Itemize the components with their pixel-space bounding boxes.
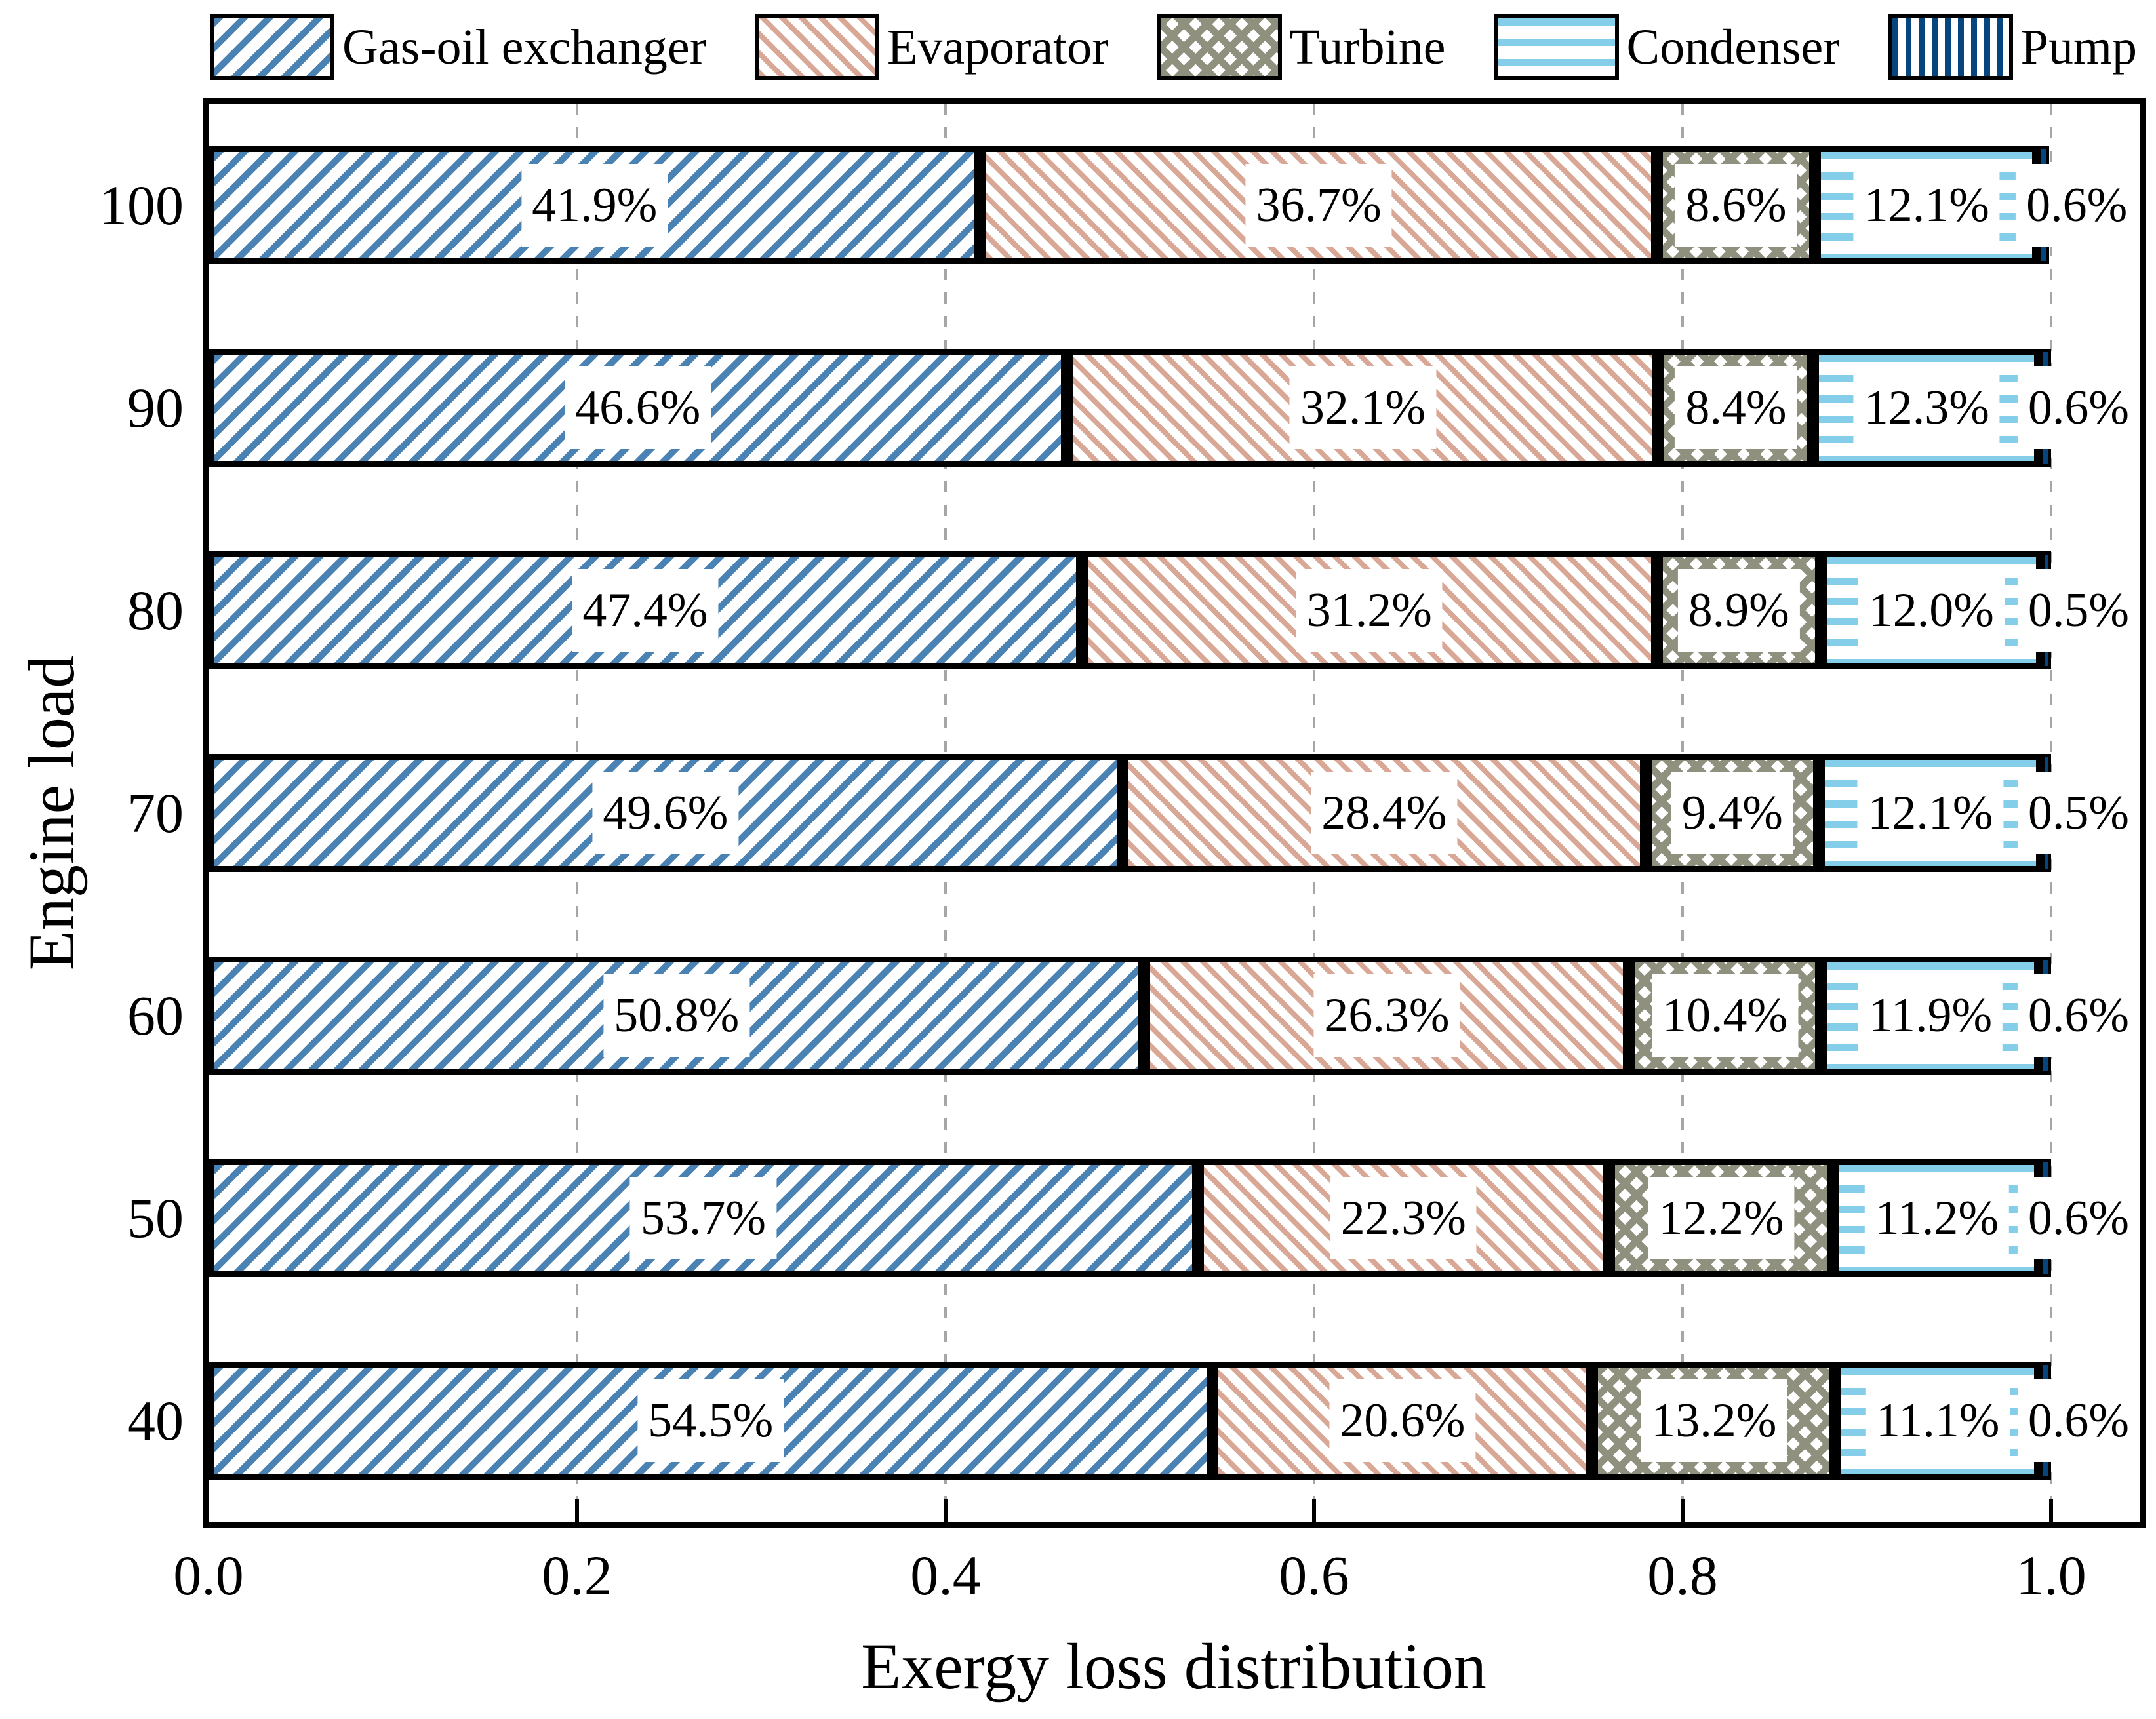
segment-value-label: 47.4% [572, 568, 719, 652]
legend-item-vertical-lines: Pump [1888, 14, 2137, 80]
bar-row-load-90: 46.6% 32.1% 8.4% 12.3% 0.6% [209, 348, 2140, 467]
x-tick-mark [1681, 1499, 1685, 1522]
segment-value-label: 11.1% [1865, 1379, 2010, 1462]
diagonal-backward-hatch-swatch-icon [754, 14, 879, 80]
segment-value-label: 9.4% [1671, 771, 1793, 854]
segment-value-label: 46.6% [565, 366, 711, 449]
x-tick-label: 0.0 [173, 1544, 244, 1607]
legend-label: Evaporator [887, 20, 1109, 75]
segment-value-label: 12.2% [1648, 1176, 1795, 1259]
x-tick-label: 0.2 [542, 1544, 612, 1607]
bar-row-load-40: 54.5% 20.6% 13.2% 11.1% 0.6% [209, 1361, 2140, 1480]
y-tick-label: 50 [127, 1186, 184, 1250]
legend-label: Turbine [1289, 20, 1446, 75]
segment-value-label: 22.3% [1330, 1176, 1477, 1259]
segment-value-label: 12.3% [1853, 366, 2000, 449]
diagonal-forward-hatch-swatch-icon [210, 14, 334, 80]
x-tick-label: 1.0 [2016, 1544, 2086, 1607]
segment-value-label: 53.7% [629, 1176, 777, 1259]
segment-value-label: 0.5% [2017, 771, 2140, 854]
x-tick-mark [575, 1499, 579, 1522]
segment-value-label: 0.6% [2017, 1176, 2140, 1259]
bar-row-load-80: 47.4% 31.2% 8.9% 12.0% 0.5% [209, 551, 2140, 669]
segment-value-label: 8.4% [1675, 366, 1797, 449]
x-tick-mark [944, 1499, 948, 1522]
legend-item-diamond-crosshatch: Turbine [1157, 14, 1446, 80]
x-tick-mark [1312, 1499, 1316, 1522]
plot-area: 41.9% 36.7% 8.6% 12.1% 0.6% 46.6% 32.1% 8.4% 12.… [203, 98, 2146, 1528]
y-tick-label: 60 [127, 983, 184, 1047]
x-axis-title: Exergy loss distribution [861, 1630, 1487, 1703]
diamond-crosshatch-swatch-icon [1157, 14, 1282, 80]
segment-value-label: 8.9% [1677, 568, 1800, 652]
y-tick-label: 70 [127, 781, 184, 844]
segment-value-label: 20.6% [1329, 1379, 1476, 1462]
bar-row-load-50: 53.7% 22.3% 12.2% 11.2% 0.6% [209, 1158, 2140, 1277]
segment-value-label: 0.5% [2017, 568, 2140, 652]
y-axis-title: Engine load [15, 655, 88, 971]
segment-value-label: 12.0% [1858, 568, 2005, 652]
segment-value-label: 13.2% [1641, 1379, 1787, 1462]
bar-row-load-100: 41.9% 36.7% 8.6% 12.1% 0.6% [209, 146, 2138, 264]
segment-value-label: 32.1% [1289, 366, 1437, 449]
y-tick-label: 40 [127, 1389, 184, 1452]
vertical-lines-swatch-icon [1888, 14, 2013, 80]
segment-value-label: 49.6% [592, 771, 739, 854]
segment-value-label: 12.1% [1857, 771, 2004, 854]
horizontal-lines-swatch-icon [1494, 14, 1619, 80]
segment-value-label: 50.8% [603, 974, 750, 1057]
segment-value-label: 0.6% [2016, 163, 2138, 247]
x-tick-label: 0.6 [1279, 1544, 1349, 1607]
x-tick-label: 0.8 [1647, 1544, 1718, 1607]
segment-value-label: 31.2% [1296, 568, 1443, 652]
y-tick-label: 100 [99, 173, 184, 237]
segment-value-label: 0.6% [2017, 974, 2140, 1057]
x-tick-label: 0.4 [910, 1544, 981, 1607]
legend-item-diagonal-backward-hatch: Evaporator [754, 14, 1109, 80]
legend-label: Pump [2020, 20, 2137, 75]
segment-value-label: 54.5% [637, 1379, 784, 1462]
segment-value-label: 36.7% [1245, 163, 1392, 247]
segment-value-label: 12.1% [1853, 163, 2000, 247]
segment-value-label: 26.3% [1313, 974, 1460, 1057]
y-tick-label: 90 [127, 376, 184, 439]
legend-label: Gas-oil exchanger [342, 20, 706, 75]
segment-value-label: 0.6% [2017, 1379, 2140, 1462]
x-tick-mark [2049, 1499, 2053, 1522]
segment-value-label: 11.9% [1858, 974, 2003, 1057]
legend-item-horizontal-lines: Condenser [1494, 14, 1840, 80]
bar-row-load-60: 50.8% 26.3% 10.4% 11.9% 0.6% [209, 956, 2140, 1075]
legend-item-diagonal-forward-hatch: Gas-oil exchanger [210, 14, 706, 80]
y-tick-label: 80 [127, 578, 184, 642]
segment-value-label: 8.6% [1675, 163, 1797, 247]
bar-row-load-70: 49.6% 28.4% 9.4% 12.1% 0.5% [209, 753, 2140, 872]
segment-value-label: 11.2% [1864, 1176, 2009, 1259]
segment-value-label: 10.4% [1652, 974, 1799, 1057]
legend: Gas-oil exchanger Evaporator Turbine Conden… [210, 9, 2137, 85]
segment-value-label: 28.4% [1311, 771, 1458, 854]
legend-label: Condenser [1626, 20, 1840, 75]
segment-value-label: 41.9% [521, 163, 668, 247]
segment-value-label: 0.6% [2017, 366, 2140, 449]
